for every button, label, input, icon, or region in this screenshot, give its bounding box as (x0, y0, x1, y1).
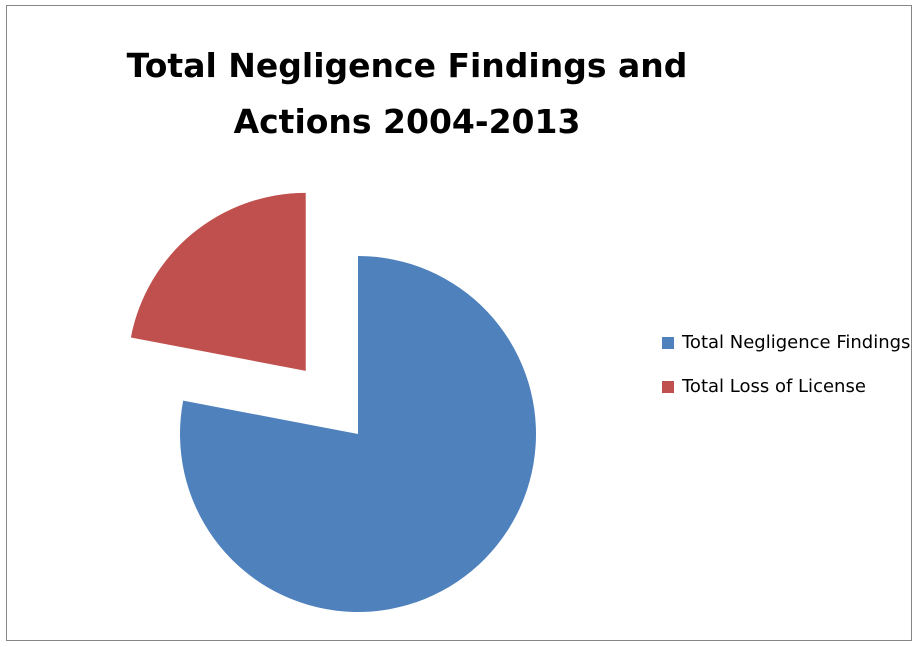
legend: Total Negligence Findings Total Loss of … (662, 328, 912, 416)
chart-title-line-2: Actions 2004-2013 (233, 102, 581, 141)
pie-slice-total-negligence-findings (179, 256, 536, 612)
legend-swatch-negligence-findings (662, 337, 674, 349)
chart-title-line-1: Total Negligence Findings and (126, 46, 688, 85)
legend-swatch-loss-of-license (662, 381, 674, 393)
legend-item-loss-of-license: Total Loss of License (662, 372, 912, 402)
chart-title: Total Negligence Findings and Actions 20… (47, 38, 767, 150)
legend-label-negligence-findings: Total Negligence Findings (682, 332, 911, 353)
pie-slice-total-loss-of-license (130, 192, 306, 371)
legend-item-negligence-findings: Total Negligence Findings (662, 328, 912, 358)
legend-label-loss-of-license: Total Loss of License (682, 376, 866, 397)
